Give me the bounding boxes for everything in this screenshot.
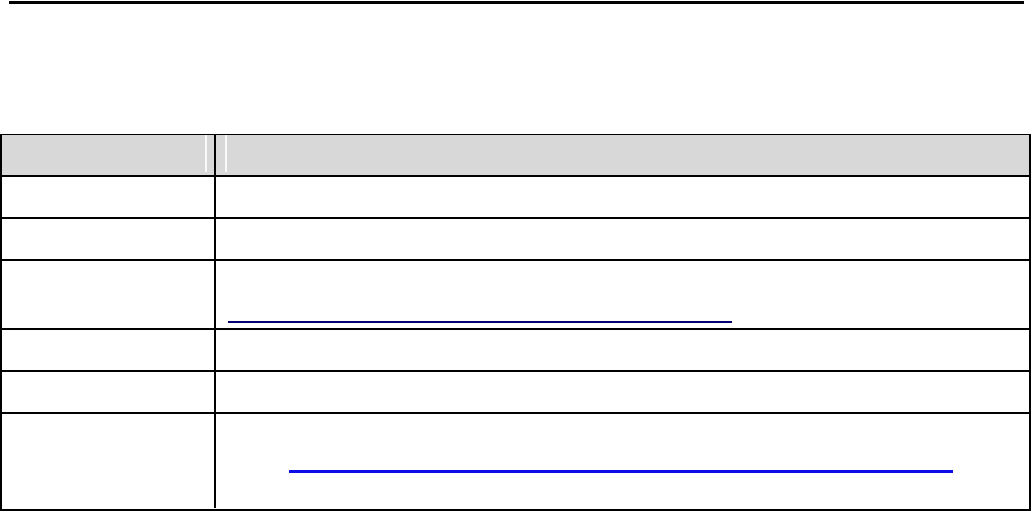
cell-text	[2, 219, 214, 227]
cell-text	[2, 177, 214, 185]
header-padding-streak	[225, 135, 227, 172]
table-cell-label	[2, 219, 216, 259]
table-header-row	[2, 135, 1029, 177]
table-cell-label	[2, 330, 216, 370]
table-cell-label	[2, 177, 216, 217]
data-table	[0, 134, 1031, 511]
table-cell-value	[216, 330, 1029, 370]
table-row	[2, 261, 1029, 330]
cell-text	[2, 330, 214, 338]
blue-hyperlink-underline[interactable]	[289, 470, 953, 473]
table-cell-value	[216, 261, 1029, 328]
table-header-cell-right	[216, 135, 1029, 175]
cell-text	[216, 372, 1029, 380]
cell-text	[216, 177, 1029, 185]
table-header-cell-left	[2, 135, 216, 175]
table-row	[2, 177, 1029, 219]
table-row	[2, 372, 1029, 414]
table-row	[2, 219, 1029, 261]
cell-text	[216, 219, 1029, 227]
table-cell-value	[216, 177, 1029, 217]
table-cell-label	[2, 414, 216, 508]
table-row	[2, 414, 1029, 508]
table-cell-value	[216, 219, 1029, 259]
table-cell-value	[216, 372, 1029, 412]
table-cell-label	[2, 372, 216, 412]
cell-text	[2, 261, 214, 269]
cell-text	[216, 261, 1029, 269]
table-header-left-label	[2, 135, 214, 143]
table-cell-label	[2, 261, 216, 328]
header-padding-streak	[205, 135, 207, 172]
table-row	[2, 330, 1029, 372]
cell-text	[2, 414, 214, 422]
page-top-rule	[9, 1, 1024, 4]
navy-hyperlink-underline[interactable]	[228, 321, 732, 323]
cell-text	[216, 414, 1029, 422]
table-cell-value	[216, 414, 1029, 508]
table-header-right-label	[216, 135, 1029, 143]
cell-text	[216, 330, 1029, 338]
cell-text	[2, 372, 214, 380]
